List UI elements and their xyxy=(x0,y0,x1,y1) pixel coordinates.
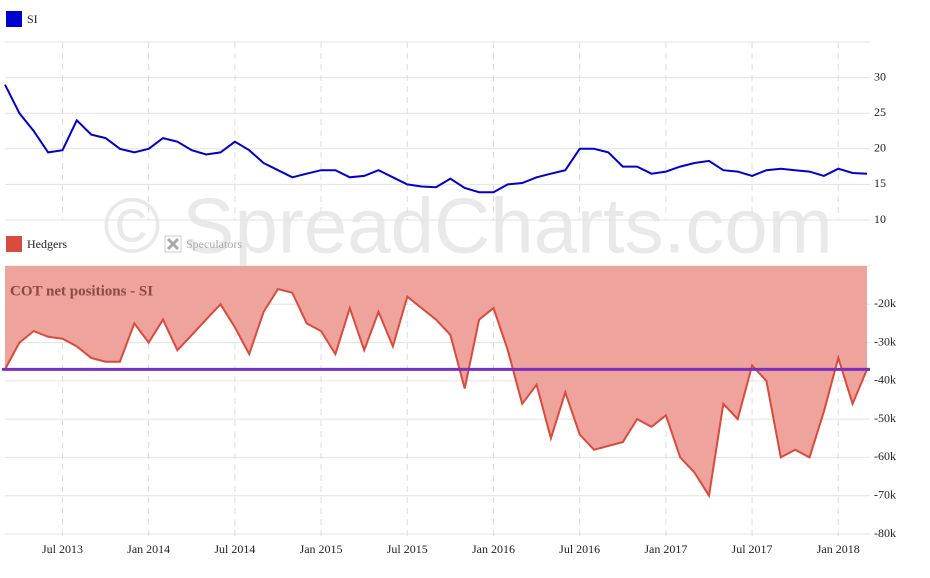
legend-swatch-x xyxy=(166,237,180,251)
x-tick-label: Jul 2017 xyxy=(732,542,773,556)
y-tick-label: -40k xyxy=(874,373,896,387)
x-tick-label: Jul 2015 xyxy=(387,542,428,556)
y-tick-label: -80k xyxy=(874,526,896,540)
area-fill xyxy=(5,266,867,496)
legend-label: Hedgers xyxy=(27,237,67,251)
y-tick-label: -70k xyxy=(874,487,896,501)
watermark: © SpreadCharts.com xyxy=(103,182,832,270)
legend-label: Speculators xyxy=(186,237,242,251)
y-tick-label: 30 xyxy=(874,69,886,83)
x-tick-label: Jan 2014 xyxy=(127,542,170,556)
x-tick-label: Jan 2018 xyxy=(817,542,860,556)
x-tick-label: Jul 2013 xyxy=(42,542,83,556)
x-tick-label: Jul 2014 xyxy=(214,542,255,556)
y-tick-label: -60k xyxy=(874,449,896,463)
x-tick-label: Jan 2016 xyxy=(472,542,515,556)
x-tick-label: Jan 2017 xyxy=(644,542,687,556)
x-tick-label: Jul 2016 xyxy=(559,542,600,556)
legend-swatch xyxy=(6,236,22,252)
y-tick-label: 10 xyxy=(874,212,886,226)
y-tick-label: 25 xyxy=(874,105,886,119)
series-line xyxy=(4,287,868,499)
panel-title: COT net positions - SI xyxy=(10,283,153,299)
y-tick-label: -20k xyxy=(874,296,896,310)
y-tick-label: 15 xyxy=(874,176,886,190)
y-tick-label: 20 xyxy=(874,141,886,155)
y-tick-label: -30k xyxy=(874,334,896,348)
series-line xyxy=(4,84,868,194)
x-tick-label: Jan 2015 xyxy=(300,542,343,556)
legend-label: SI xyxy=(27,12,38,26)
legend-swatch xyxy=(6,11,22,27)
y-tick-label: -50k xyxy=(874,411,896,425)
